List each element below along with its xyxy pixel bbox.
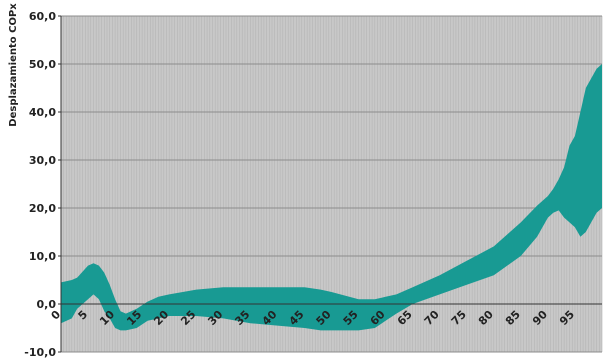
y-tick-label: -10,0 [24, 346, 56, 358]
y-axis-label: Desplazamiento COPx [8, 3, 19, 127]
y-tick-label: 40,0 [29, 106, 56, 119]
y-tick-label: 20,0 [29, 202, 56, 215]
y-tick-label: 10,0 [29, 250, 56, 263]
copx-band-area [61, 64, 602, 331]
y-tick-labels: -10,0 0,0 10,0 20,0 30,0 40,0 50,0 60,0 [24, 10, 61, 358]
y-tick-label: 60,0 [29, 10, 56, 23]
y-tick-label: 30,0 [29, 154, 56, 167]
y-tick-label: 50,0 [29, 58, 56, 71]
y-tick-label: 0,0 [37, 298, 57, 311]
